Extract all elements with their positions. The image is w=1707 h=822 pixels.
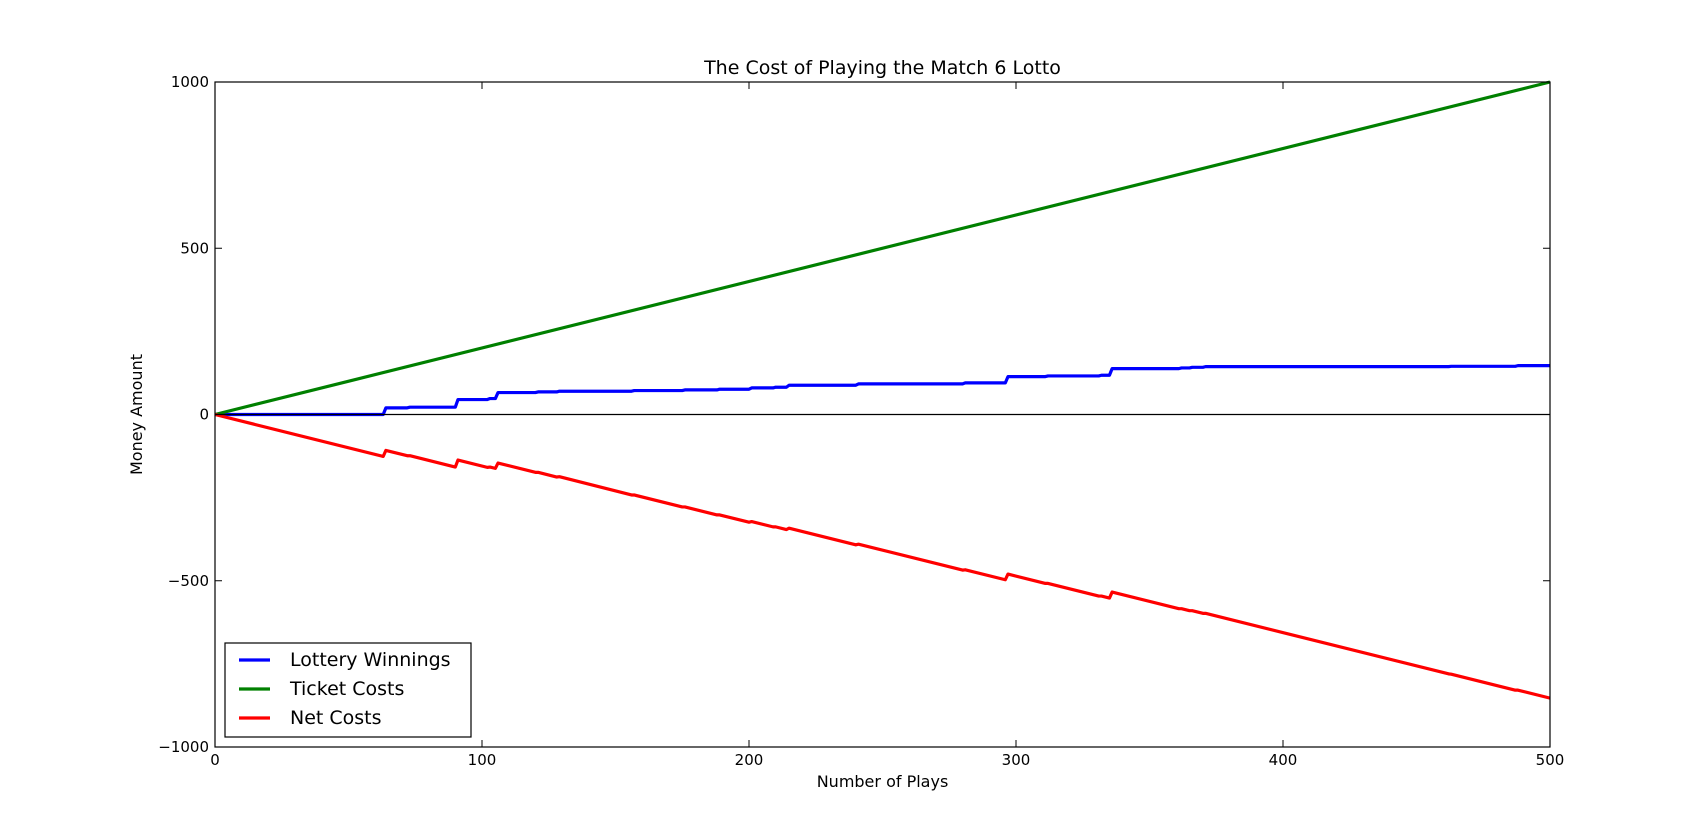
legend-label: Ticket Costs <box>289 678 404 700</box>
legend: Lottery Winnings Ticket Costs Net Costs <box>224 642 472 738</box>
y-tick-label: −500 <box>168 572 209 590</box>
x-tick-label: 300 <box>1002 751 1031 769</box>
y-tick-label: 1000 <box>171 73 209 91</box>
y-axis-label: Money Amount <box>127 354 146 475</box>
x-tick-label: 0 <box>210 751 220 769</box>
y-tick-label: 0 <box>199 406 209 424</box>
legend-label: Lottery Winnings <box>290 649 451 671</box>
x-tick-label: 500 <box>1536 751 1565 769</box>
series-line-net-costs <box>214 412 1551 700</box>
chart-title: The Cost of Playing the Match 6 Lotto <box>703 57 1061 79</box>
x-tick-label: 400 <box>1269 751 1298 769</box>
series-line-ticket-costs <box>214 80 1551 417</box>
x-axis-label: Number of Plays <box>817 772 949 791</box>
axis-ticks: 0 100 200 300 400 500 −1000 −500 0 500 1000 <box>158 73 1564 769</box>
y-tick-label: 500 <box>180 239 209 257</box>
x-tick-label: 200 <box>735 751 764 769</box>
series-line-lottery-winnings <box>215 364 1550 417</box>
legend-label: Net Costs <box>290 707 382 729</box>
y-tick-label: −1000 <box>158 738 209 756</box>
series-lines <box>214 80 1551 700</box>
legend-entries: Lottery Winnings Ticket Costs Net Costs <box>239 649 451 729</box>
x-tick-label: 100 <box>468 751 497 769</box>
